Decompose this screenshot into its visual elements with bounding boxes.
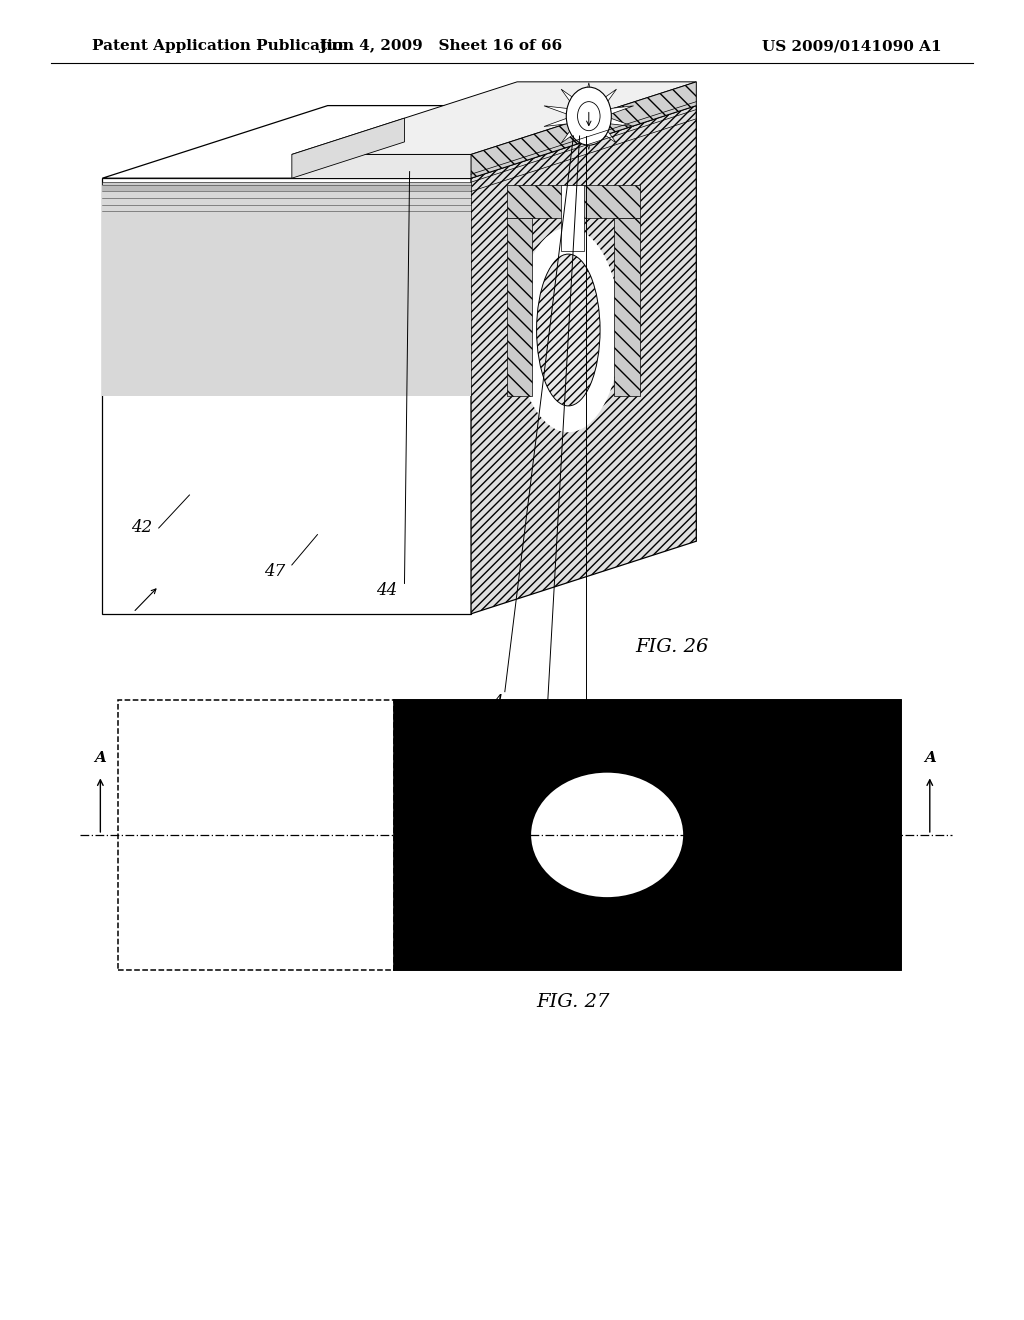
Polygon shape bbox=[599, 90, 616, 106]
Polygon shape bbox=[561, 127, 579, 143]
Text: FIG. 26: FIG. 26 bbox=[635, 638, 709, 656]
Polygon shape bbox=[471, 82, 696, 178]
Text: 47: 47 bbox=[264, 564, 285, 579]
Ellipse shape bbox=[516, 227, 621, 433]
Text: 5: 5 bbox=[581, 711, 591, 727]
Polygon shape bbox=[585, 83, 593, 100]
Polygon shape bbox=[292, 82, 696, 154]
Polygon shape bbox=[102, 182, 471, 191]
Text: 42: 42 bbox=[131, 520, 152, 536]
Ellipse shape bbox=[537, 253, 600, 407]
Polygon shape bbox=[507, 185, 640, 218]
Text: US 2009/0141090 A1: US 2009/0141090 A1 bbox=[763, 40, 942, 53]
Polygon shape bbox=[102, 106, 696, 178]
Text: A: A bbox=[924, 751, 936, 766]
Polygon shape bbox=[561, 185, 584, 251]
Text: Patent Application Publication: Patent Application Publication bbox=[92, 40, 354, 53]
Text: 44: 44 bbox=[377, 582, 397, 598]
Polygon shape bbox=[544, 119, 569, 127]
Polygon shape bbox=[102, 178, 471, 614]
Polygon shape bbox=[561, 90, 579, 106]
Polygon shape bbox=[507, 218, 532, 396]
Text: FIG. 27: FIG. 27 bbox=[537, 993, 610, 1011]
Polygon shape bbox=[102, 185, 471, 191]
Polygon shape bbox=[608, 119, 634, 127]
Text: Jun. 4, 2009   Sheet 16 of 66: Jun. 4, 2009 Sheet 16 of 66 bbox=[318, 40, 562, 53]
Circle shape bbox=[566, 87, 611, 145]
Text: A: A bbox=[94, 751, 106, 766]
Circle shape bbox=[578, 102, 600, 131]
Polygon shape bbox=[292, 119, 404, 178]
Bar bbox=[394, 700, 901, 970]
Polygon shape bbox=[102, 191, 471, 396]
Polygon shape bbox=[614, 218, 640, 396]
Polygon shape bbox=[292, 154, 471, 178]
Ellipse shape bbox=[531, 772, 683, 898]
Text: 4: 4 bbox=[493, 694, 503, 710]
Polygon shape bbox=[471, 106, 696, 614]
Text: 46: 46 bbox=[529, 702, 550, 718]
Bar bbox=[394, 700, 901, 970]
Bar bbox=[118, 700, 394, 970]
Polygon shape bbox=[599, 127, 616, 143]
Polygon shape bbox=[585, 132, 593, 149]
Polygon shape bbox=[544, 106, 569, 114]
Polygon shape bbox=[608, 106, 634, 114]
